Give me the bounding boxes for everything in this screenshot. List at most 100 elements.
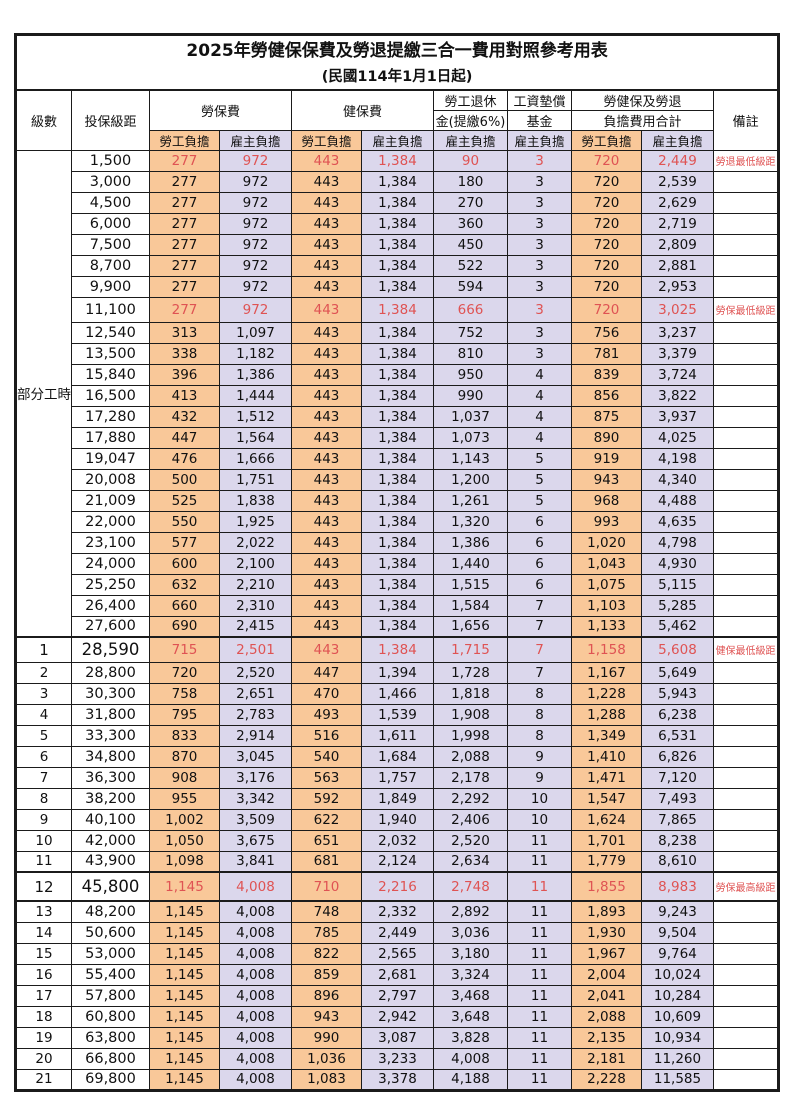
bracket-cell: 16,500 <box>71 384 150 407</box>
subheader-health-employee: 勞工負擔 <box>291 129 362 151</box>
labor-ins-employee-cell: 1,145 <box>149 942 220 965</box>
labor-ins-employer-cell: 4,008 <box>219 921 292 944</box>
total-employer-cell: 4,198 <box>641 447 714 470</box>
total-employee-cell: 875 <box>571 405 642 428</box>
table-row: 25,250 632 2,210 443 1,384 1,515 6 1,075 5,115 <box>16 573 780 596</box>
level-cell: 10 <box>15 829 72 852</box>
premium-reference-table: 2025年勞健保保費及勞退提繳三合一費用對照參考用表 (民國114年1月1日起)… <box>14 33 781 1092</box>
total-employer-cell: 3,822 <box>641 384 714 407</box>
bracket-cell: 24,000 <box>71 552 150 575</box>
total-employer-cell: 5,462 <box>641 615 714 638</box>
note-cell <box>712 254 780 277</box>
labor-ins-employer-cell: 972 <box>219 212 292 235</box>
table-row: 18 60,800 1,145 4,008 943 2,942 3,648 11 2,088 10… <box>15 1005 780 1028</box>
labor-ins-employer-cell: 2,022 <box>219 531 292 554</box>
health-ins-employee-cell: 443 <box>291 384 362 407</box>
bracket-cell: 26,400 <box>71 594 150 617</box>
labor-ins-employer-cell: 1,182 <box>219 342 292 365</box>
health-ins-employer-cell: 1,384 <box>361 254 434 277</box>
level-cell: 4 <box>15 703 72 726</box>
health-ins-employee-cell: 443 <box>291 342 362 365</box>
total-employer-cell: 10,284 <box>641 984 714 1007</box>
wage-fund-employer-cell: 3 <box>507 296 572 323</box>
level-cell: 19 <box>15 1026 72 1049</box>
labor-ins-employer-cell: 2,914 <box>219 724 292 747</box>
page: 2025年勞健保保費及勞退提繳三合一費用對照參考用表 (民國114年1月1日起)… <box>14 33 781 1092</box>
total-employee-cell: 720 <box>571 275 642 298</box>
bracket-cell: 13,500 <box>71 342 150 365</box>
labor-ins-employee-cell: 720 <box>149 661 220 684</box>
level-cell: 9 <box>15 808 72 831</box>
note-cell <box>712 787 780 810</box>
labor-ins-employee-cell: 1,098 <box>149 850 220 873</box>
bracket-cell: 20,008 <box>71 468 150 491</box>
table-row: 4 31,800 795 2,783 493 1,539 1,908 8 1,288 6,238 <box>15 703 780 726</box>
health-ins-employee-cell: 443 <box>291 552 362 575</box>
wage-fund-employer-cell: 3 <box>507 254 572 277</box>
labor-ins-employer-cell: 4,008 <box>219 1005 292 1028</box>
total-employer-cell: 3,724 <box>641 363 714 386</box>
wage-fund-employer-cell: 11 <box>507 963 572 986</box>
bracket-cell: 3,000 <box>71 170 150 193</box>
health-ins-employee-cell: 516 <box>291 724 362 747</box>
total-employee-cell: 943 <box>571 468 642 491</box>
labor-ins-employee-cell: 1,145 <box>149 921 220 944</box>
part-time-merged-cell: 部分工時 <box>15 149 72 638</box>
total-employee-cell: 1,471 <box>571 766 642 789</box>
total-employer-cell: 2,719 <box>641 212 714 235</box>
wage-fund-employer-cell: 11 <box>507 829 572 852</box>
health-ins-employer-cell: 1,384 <box>361 636 434 663</box>
wage-fund-employer-cell: 5 <box>507 447 572 470</box>
bracket-cell: 17,880 <box>71 426 150 449</box>
total-employee-cell: 781 <box>571 342 642 365</box>
wage-fund-employer-cell: 11 <box>507 900 572 923</box>
total-employee-cell: 1,133 <box>571 615 642 638</box>
wage-fund-employer-cell: 7 <box>507 661 572 684</box>
subheader-total-employer: 雇主負擔 <box>641 129 714 151</box>
health-ins-employee-cell: 443 <box>291 296 362 323</box>
col-header-bracket: 投保級距 <box>71 89 150 151</box>
total-employee-cell: 720 <box>571 212 642 235</box>
labor-ins-employee-cell: 833 <box>149 724 220 747</box>
bracket-cell: 45,800 <box>71 871 150 902</box>
labor-ins-employee-cell: 413 <box>149 384 220 407</box>
health-ins-employer-cell: 1,384 <box>361 296 434 323</box>
labor-ins-employer-cell: 1,564 <box>219 426 292 449</box>
pension-employer-cell: 1,515 <box>433 573 508 596</box>
health-ins-employee-cell: 443 <box>291 321 362 344</box>
labor-ins-employee-cell: 660 <box>149 594 220 617</box>
health-ins-employer-cell: 1,384 <box>361 212 434 235</box>
bracket-cell: 19,047 <box>71 447 150 470</box>
note-cell <box>712 703 780 726</box>
health-ins-employee-cell: 447 <box>291 661 362 684</box>
labor-ins-employer-cell: 972 <box>219 233 292 256</box>
health-ins-employer-cell: 1,466 <box>361 682 434 705</box>
bracket-cell: 34,800 <box>71 745 150 768</box>
labor-ins-employer-cell: 1,097 <box>219 321 292 344</box>
note-cell <box>712 170 780 193</box>
labor-ins-employee-cell: 1,002 <box>149 808 220 831</box>
wage-fund-employer-cell: 11 <box>507 1068 572 1091</box>
note-cell <box>712 1068 780 1091</box>
wage-fund-employer-cell: 8 <box>507 724 572 747</box>
total-employer-cell: 9,764 <box>641 942 714 965</box>
total-employee-cell: 968 <box>571 489 642 512</box>
bracket-cell: 40,100 <box>71 808 150 831</box>
table-row: 8 38,200 955 3,342 592 1,849 2,292 10 1,547 7,493 <box>15 787 780 810</box>
labor-ins-employee-cell: 1,145 <box>149 900 220 923</box>
table-row: 13,500 338 1,182 443 1,384 810 3 781 3,379 <box>16 342 780 365</box>
pension-employer-cell: 2,892 <box>433 900 508 923</box>
table-body: 部分工時 1,500 277 972 443 1,384 90 3 720 2,449 勞退最低級距… <box>15 149 780 1091</box>
total-employer-cell: 10,609 <box>641 1005 714 1028</box>
labor-ins-employer-cell: 2,783 <box>219 703 292 726</box>
wage-fund-employer-cell: 10 <box>507 808 572 831</box>
health-ins-employer-cell: 1,394 <box>361 661 434 684</box>
health-ins-employee-cell: 443 <box>291 594 362 617</box>
bracket-cell: 66,800 <box>71 1047 150 1070</box>
table-row: 21 69,800 1,145 4,008 1,083 3,378 4,188 11 2,228… <box>15 1068 780 1091</box>
total-employer-cell: 2,539 <box>641 170 714 193</box>
health-ins-employer-cell: 1,539 <box>361 703 434 726</box>
wage-fund-employer-cell: 3 <box>507 212 572 235</box>
health-ins-employer-cell: 1,384 <box>361 426 434 449</box>
health-ins-employee-cell: 943 <box>291 1005 362 1028</box>
